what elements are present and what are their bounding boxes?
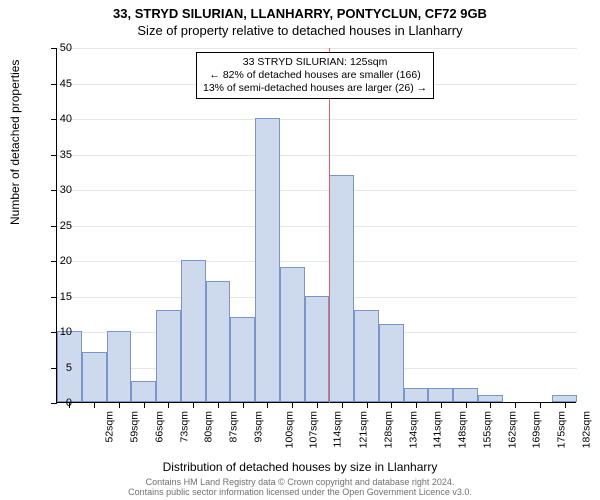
y-tick-label: 5 bbox=[48, 362, 72, 374]
x-tick-label: 93sqm bbox=[252, 411, 264, 443]
y-tick-label: 15 bbox=[48, 291, 72, 303]
histogram-bar bbox=[552, 395, 577, 402]
y-tick-label: 45 bbox=[48, 78, 72, 90]
x-tick-label: 175sqm bbox=[555, 411, 567, 448]
histogram-bar bbox=[305, 296, 330, 403]
x-tick-label: 66sqm bbox=[153, 411, 165, 443]
x-tick bbox=[119, 402, 120, 408]
gridline bbox=[57, 48, 577, 49]
annotation-box: 33 STRYD SILURIAN: 125sqm ← 82% of detac… bbox=[196, 52, 434, 99]
histogram-bar bbox=[280, 267, 305, 402]
x-tick bbox=[540, 402, 541, 408]
histogram-bar bbox=[131, 381, 156, 402]
x-tick-label: 59sqm bbox=[129, 411, 141, 443]
histogram-bar bbox=[107, 331, 132, 402]
y-tick-label: 30 bbox=[48, 184, 72, 196]
x-tick bbox=[490, 402, 491, 408]
y-tick-label: 50 bbox=[48, 42, 72, 54]
histogram-bar bbox=[404, 388, 429, 402]
x-tick-label: 121sqm bbox=[357, 411, 369, 448]
x-tick-label: 128sqm bbox=[382, 411, 394, 448]
x-axis-label: Distribution of detached houses by size … bbox=[0, 460, 600, 474]
x-tick bbox=[441, 402, 442, 408]
x-tick bbox=[391, 402, 392, 408]
gridline bbox=[57, 226, 577, 227]
x-tick-label: 182sqm bbox=[580, 411, 592, 448]
x-tick bbox=[218, 402, 219, 408]
x-tick-label: 169sqm bbox=[531, 411, 543, 448]
x-tick-label: 80sqm bbox=[203, 411, 215, 443]
histogram-bar bbox=[230, 317, 255, 402]
y-tick-label: 35 bbox=[48, 149, 72, 161]
histogram-bar bbox=[478, 395, 503, 402]
x-tick-label: 155sqm bbox=[481, 411, 493, 448]
y-axis-label: Number of detached properties bbox=[8, 60, 22, 225]
plot-area bbox=[56, 48, 576, 403]
x-tick bbox=[416, 402, 417, 408]
x-tick bbox=[168, 402, 169, 408]
x-tick-label: 114sqm bbox=[332, 411, 344, 448]
gridline bbox=[57, 190, 577, 191]
title-line2: Size of property relative to detached ho… bbox=[0, 23, 600, 38]
histogram-bar bbox=[329, 175, 354, 402]
x-tick-label: 162sqm bbox=[506, 411, 518, 448]
x-tick bbox=[317, 402, 318, 408]
x-tick bbox=[94, 402, 95, 408]
histogram-bar bbox=[156, 310, 181, 402]
gridline bbox=[57, 155, 577, 156]
histogram-bar bbox=[453, 388, 478, 402]
gridline bbox=[57, 261, 577, 262]
y-tick-label: 40 bbox=[48, 113, 72, 125]
y-tick-label: 10 bbox=[48, 326, 72, 338]
histogram-bar bbox=[82, 352, 107, 402]
x-tick-label: 148sqm bbox=[456, 411, 468, 448]
x-tick bbox=[466, 402, 467, 408]
histogram-bar bbox=[206, 281, 231, 402]
y-tick-label: 20 bbox=[48, 255, 72, 267]
x-tick bbox=[243, 402, 244, 408]
annot-line1: 33 STRYD SILURIAN: 125sqm bbox=[203, 56, 427, 69]
y-tick-label: 25 bbox=[48, 220, 72, 232]
x-tick-label: 100sqm bbox=[283, 411, 295, 448]
annot-line2: ← 82% of detached houses are smaller (16… bbox=[203, 69, 427, 82]
histogram-bar bbox=[354, 310, 379, 402]
reference-line bbox=[329, 48, 330, 403]
x-tick-label: 52sqm bbox=[104, 411, 116, 443]
x-tick bbox=[367, 402, 368, 408]
footer: Contains HM Land Registry data © Crown c… bbox=[0, 478, 600, 498]
footer-line2: Contains public sector information licen… bbox=[0, 488, 600, 498]
histogram-bar bbox=[428, 388, 453, 402]
x-tick bbox=[144, 402, 145, 408]
x-tick-label: 141sqm bbox=[432, 411, 444, 448]
histogram-bar bbox=[379, 324, 404, 402]
annot-line3: 13% of semi-detached houses are larger (… bbox=[203, 82, 427, 95]
x-tick bbox=[292, 402, 293, 408]
x-tick-label: 134sqm bbox=[407, 411, 419, 448]
x-tick bbox=[342, 402, 343, 408]
x-tick bbox=[267, 402, 268, 408]
chart-area: 33 STRYD SILURIAN: 125sqm ← 82% of detac… bbox=[56, 48, 576, 403]
x-tick-label: 87sqm bbox=[228, 411, 240, 443]
x-tick-label: 107sqm bbox=[308, 411, 320, 448]
histogram-bar bbox=[181, 260, 206, 402]
title-line1: 33, STRYD SILURIAN, LLANHARRY, PONTYCLUN… bbox=[0, 6, 600, 21]
title-block: 33, STRYD SILURIAN, LLANHARRY, PONTYCLUN… bbox=[0, 0, 600, 38]
chart-container: 33, STRYD SILURIAN, LLANHARRY, PONTYCLUN… bbox=[0, 0, 600, 500]
y-tick-label: 0 bbox=[48, 397, 72, 409]
x-tick bbox=[515, 402, 516, 408]
x-tick bbox=[193, 402, 194, 408]
gridline bbox=[57, 119, 577, 120]
histogram-bar bbox=[255, 118, 280, 402]
x-tick-label: 73sqm bbox=[178, 411, 190, 443]
x-tick bbox=[565, 402, 566, 408]
